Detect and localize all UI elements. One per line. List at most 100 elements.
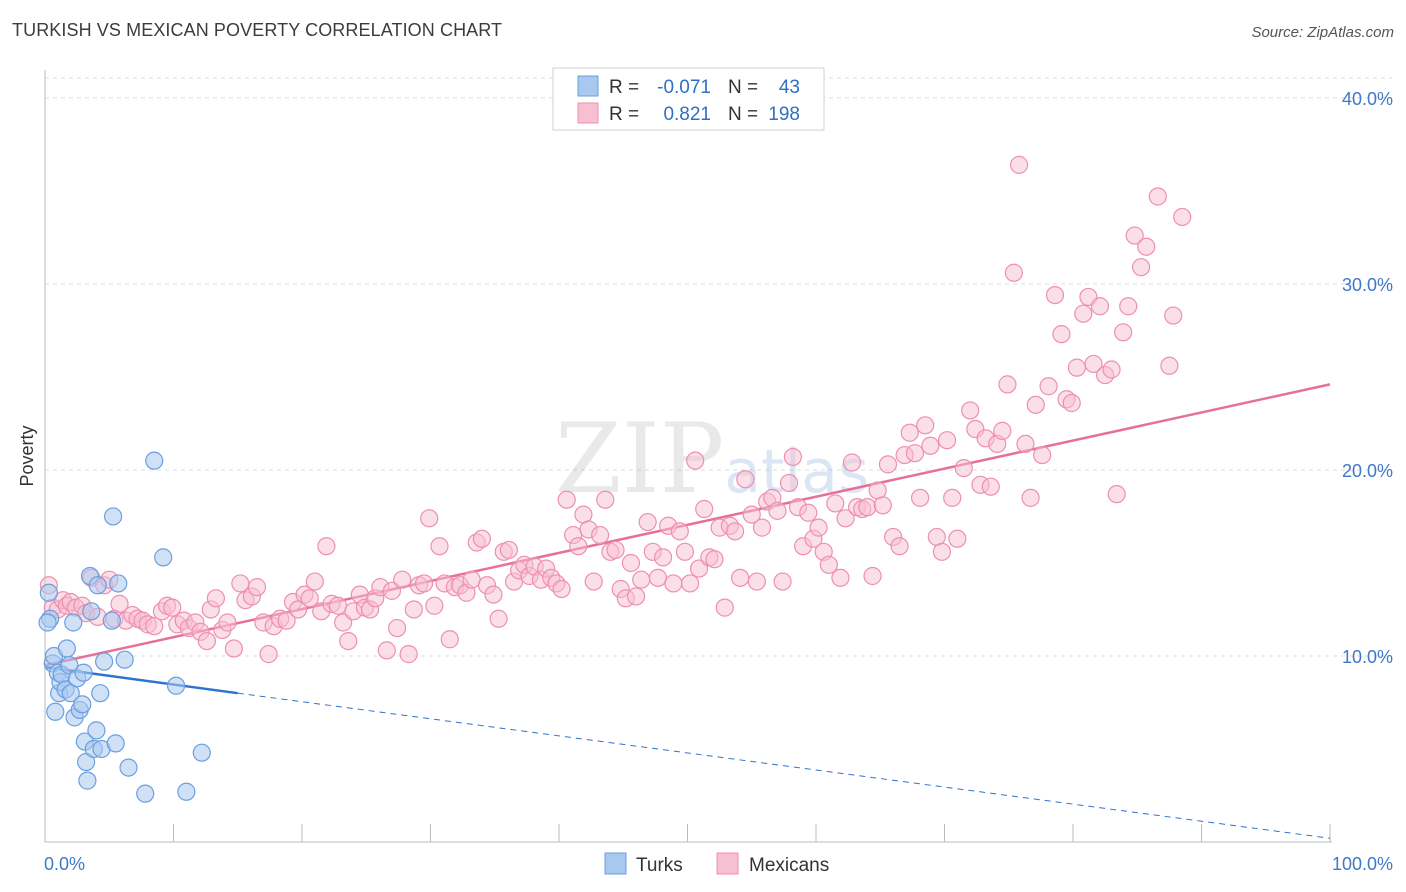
data-point: [328, 596, 348, 615]
data-point: [192, 743, 211, 762]
axes: [44, 70, 1332, 843]
data-point: [414, 574, 434, 593]
data-point: [621, 553, 641, 573]
data-point: [462, 570, 481, 589]
data-point: [1021, 488, 1040, 507]
data-point: [154, 548, 173, 567]
data-point: [73, 695, 92, 714]
x-tick-label: 100.0%: [1332, 854, 1393, 874]
data-point: [1090, 297, 1110, 316]
data-point: [1004, 263, 1023, 282]
legend-swatch-turks: [577, 75, 599, 97]
data-point: [606, 540, 625, 560]
data-point: [1062, 393, 1081, 413]
watermark-text: ZIPatlas: [555, 403, 869, 515]
data-point: [779, 473, 799, 493]
data-point: [472, 529, 491, 548]
data-point: [393, 570, 412, 589]
data-point: [826, 494, 845, 513]
data-point: [873, 496, 892, 515]
data-point: [377, 641, 396, 660]
watermark: ZIPatlas: [555, 403, 869, 515]
data-point: [334, 613, 353, 632]
data-point: [905, 444, 925, 463]
data-point: [206, 589, 226, 608]
data-point: [783, 447, 802, 467]
legend-n-label: N =: [728, 104, 758, 125]
y-axis-label: Poverty: [17, 425, 37, 486]
data-point: [404, 600, 423, 619]
y-tick-labels: 10.0% 20.0% 30.0% 40.0%: [1342, 89, 1393, 667]
data-point: [680, 574, 700, 593]
data-point: [145, 451, 164, 470]
data-point: [890, 537, 909, 556]
legend-swatch-mexicans: [716, 852, 739, 875]
data-point: [809, 518, 828, 537]
data-point: [1102, 360, 1121, 379]
data-point: [39, 583, 58, 602]
series-legend: Turks Mexicans: [604, 852, 829, 876]
data-point: [1039, 377, 1058, 396]
data-point: [1033, 445, 1052, 465]
data-point: [145, 617, 164, 636]
data-point: [1132, 258, 1151, 277]
data-point: [584, 572, 603, 591]
data-point: [499, 540, 518, 560]
data-point: [38, 613, 57, 632]
data-point: [747, 572, 766, 591]
data-point: [1148, 187, 1167, 206]
data-point: [259, 645, 278, 664]
data-point: [993, 421, 1012, 440]
data-point: [664, 574, 683, 593]
data-point: [1026, 395, 1045, 414]
data-points: [38, 155, 1192, 803]
x-tick-labels: 0.0% 100.0%: [44, 854, 1393, 874]
data-point: [998, 375, 1017, 394]
data-point: [752, 518, 772, 537]
data-point: [961, 401, 980, 420]
data-point: [916, 416, 935, 435]
legend-r-label: R =: [609, 77, 639, 98]
data-point: [399, 645, 418, 664]
data-point: [1137, 237, 1156, 256]
data-point: [773, 572, 792, 591]
legend-swatch-turks: [604, 852, 627, 875]
data-point: [425, 596, 444, 615]
correlation-legend: R = -0.071 N = 43 R = 0.821 N = 198: [552, 67, 825, 131]
legend-swatch-mexicans: [577, 102, 599, 124]
data-point: [695, 499, 714, 519]
data-point: [653, 548, 673, 567]
data-point: [1045, 285, 1065, 305]
data-point: [981, 477, 1000, 496]
data-point: [910, 488, 930, 507]
legend-r-label: R =: [609, 104, 639, 125]
data-point: [836, 509, 855, 528]
data-point: [1173, 207, 1192, 227]
data-point: [489, 609, 508, 628]
data-point: [277, 611, 296, 630]
data-point: [247, 578, 267, 597]
data-point: [863, 566, 882, 586]
data-point: [1067, 358, 1086, 377]
data-point: [705, 550, 724, 569]
data-point: [768, 501, 787, 520]
data-point: [675, 542, 695, 561]
data-point: [177, 782, 196, 801]
data-point: [552, 579, 571, 599]
data-point: [57, 639, 76, 658]
data-point: [102, 611, 121, 630]
data-point: [136, 784, 155, 803]
legend-r-value: -0.071: [657, 77, 711, 98]
legend-n-label: N =: [728, 77, 758, 98]
data-point: [115, 650, 134, 669]
data-point: [1107, 485, 1126, 504]
data-point: [110, 594, 129, 613]
data-point: [670, 522, 689, 541]
legend-label-mexicans: Mexicans: [749, 855, 829, 876]
data-point: [842, 453, 862, 472]
data-point: [339, 631, 358, 651]
data-point: [95, 652, 114, 671]
chart-source: Source: ZipAtlas.com: [1251, 24, 1394, 41]
data-point: [1160, 356, 1179, 375]
data-point: [1009, 155, 1029, 174]
